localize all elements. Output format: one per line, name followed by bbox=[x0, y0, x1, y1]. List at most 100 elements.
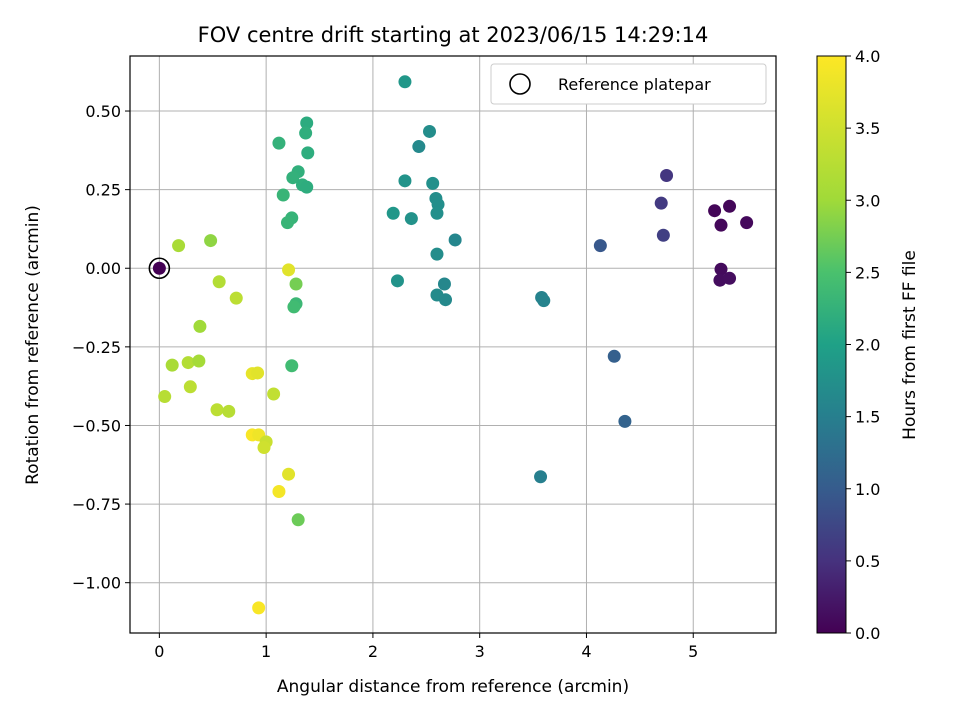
x-tick-label: 2 bbox=[368, 642, 378, 661]
data-point bbox=[412, 140, 426, 154]
colorbar bbox=[816, 55, 847, 634]
colorbar-tick-label: 0.5 bbox=[855, 552, 880, 571]
data-point bbox=[210, 403, 224, 417]
data-point bbox=[430, 206, 444, 220]
grid bbox=[130, 56, 776, 633]
plot-background bbox=[130, 56, 776, 633]
data-point bbox=[723, 199, 737, 213]
colorbar-tick-label: 4.0 bbox=[855, 47, 880, 66]
plot-frame bbox=[129, 55, 777, 634]
data-point bbox=[282, 263, 296, 277]
data-point bbox=[212, 275, 226, 289]
data-point bbox=[222, 404, 236, 418]
data-point bbox=[252, 601, 266, 615]
legend-label-reference-platepar: Reference platepar bbox=[558, 75, 711, 94]
data-point bbox=[714, 218, 728, 232]
x-tick-label: 3 bbox=[475, 642, 485, 661]
data-point bbox=[656, 228, 670, 242]
data-point bbox=[251, 366, 265, 380]
data-point bbox=[386, 206, 400, 220]
x-tick-label: 1 bbox=[261, 642, 271, 661]
data-point bbox=[300, 116, 314, 130]
colorbar-tick-label: 2.5 bbox=[855, 263, 880, 282]
data-point bbox=[291, 513, 305, 527]
data-point bbox=[181, 356, 195, 370]
data-point bbox=[165, 358, 179, 372]
colorbar-ticks: 0.0 0.5 1.0 1.5 2.0 2.5 3.0 3.5 4.0 bbox=[846, 47, 880, 643]
data-point bbox=[158, 390, 172, 404]
data-point bbox=[404, 212, 418, 226]
data-point bbox=[654, 196, 668, 210]
data-point bbox=[300, 180, 314, 194]
y-axis-ticks: −1.00 −0.75 −0.50 −0.25 0.00 0.25 0.50 bbox=[72, 102, 130, 593]
y-tick-label: −0.50 bbox=[72, 416, 121, 435]
data-point bbox=[437, 277, 451, 291]
data-point bbox=[172, 239, 186, 253]
data-point bbox=[204, 234, 218, 248]
data-point bbox=[426, 176, 440, 190]
y-axis-label: Rotation from reference (arcmin) bbox=[23, 205, 43, 485]
data-point bbox=[276, 188, 290, 202]
x-axis-label: Angular distance from reference (arcmin) bbox=[277, 677, 629, 697]
y-tick-label: −1.00 bbox=[72, 574, 121, 593]
data-point bbox=[193, 319, 207, 333]
data-point bbox=[740, 216, 754, 230]
data-point bbox=[537, 294, 551, 308]
legend-reference-marker bbox=[509, 73, 531, 95]
data-point bbox=[713, 273, 727, 287]
y-tick-label: 0.00 bbox=[85, 259, 121, 278]
data-points bbox=[152, 75, 754, 615]
data-point bbox=[607, 349, 621, 363]
reference-platepar-marker bbox=[148, 257, 171, 280]
data-point bbox=[439, 293, 453, 307]
data-point bbox=[390, 274, 404, 288]
data-point bbox=[618, 414, 632, 428]
data-point bbox=[285, 359, 299, 373]
data-point bbox=[280, 216, 294, 230]
data-point bbox=[299, 126, 313, 140]
data-point bbox=[272, 136, 286, 150]
y-tick-label: 0.50 bbox=[85, 102, 121, 121]
x-tick-label: 4 bbox=[581, 642, 591, 661]
colorbar-tick-label: 2.0 bbox=[855, 336, 880, 355]
colorbar-tick-label: 1.5 bbox=[855, 408, 880, 427]
data-point bbox=[272, 485, 286, 499]
data-point bbox=[534, 470, 548, 484]
data-point bbox=[229, 291, 243, 305]
data-point bbox=[152, 261, 166, 275]
data-point bbox=[287, 300, 301, 314]
data-point bbox=[289, 277, 303, 291]
data-point bbox=[708, 204, 722, 218]
data-point bbox=[448, 233, 462, 247]
data-point bbox=[286, 171, 300, 185]
data-point bbox=[714, 262, 728, 276]
chart-title: FOV centre drift starting at 2023/06/15 … bbox=[198, 23, 709, 47]
y-tick-label: −0.25 bbox=[72, 338, 121, 357]
legend-box bbox=[490, 63, 767, 105]
colorbar-tick-label: 1.0 bbox=[855, 480, 880, 499]
data-point bbox=[282, 467, 296, 481]
y-tick-label: 0.25 bbox=[85, 181, 121, 200]
colorbar-label: Hours from first FF file bbox=[900, 250, 920, 440]
data-point bbox=[398, 174, 412, 188]
data-point bbox=[430, 247, 444, 261]
colorbar-tick-label: 3.0 bbox=[855, 191, 880, 210]
x-tick-label: 0 bbox=[154, 642, 164, 661]
y-tick-label: −0.75 bbox=[72, 495, 121, 514]
data-point bbox=[267, 387, 281, 401]
data-point bbox=[593, 239, 607, 253]
data-point bbox=[723, 271, 737, 285]
colorbar-tick-label: 0.0 bbox=[855, 624, 880, 643]
x-tick-label: 5 bbox=[688, 642, 698, 661]
data-point bbox=[301, 146, 315, 160]
data-point bbox=[398, 75, 412, 89]
x-axis-ticks: 0 1 2 3 4 5 bbox=[154, 633, 698, 661]
legend: Reference platepar bbox=[490, 63, 767, 105]
data-point bbox=[192, 354, 206, 368]
colorbar-tick-label: 3.5 bbox=[855, 119, 880, 138]
data-point bbox=[183, 380, 197, 394]
data-point bbox=[423, 124, 437, 138]
data-point bbox=[660, 168, 674, 182]
data-point bbox=[257, 440, 271, 454]
